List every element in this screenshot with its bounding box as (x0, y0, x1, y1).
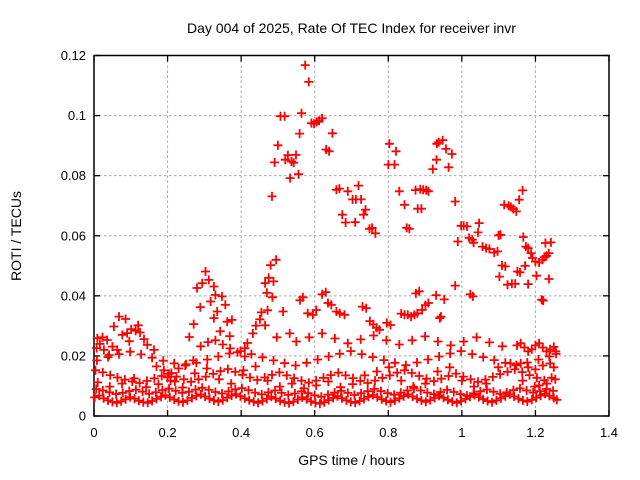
x-tick-label: 0.4 (232, 425, 250, 440)
y-tick-label: 0.12 (61, 48, 86, 63)
y-tick-label: 0.1 (68, 108, 86, 123)
data-points (90, 60, 562, 409)
x-tick-label: 0.6 (306, 425, 324, 440)
y-tick-label: 0.04 (61, 288, 86, 303)
x-tick-label: 1 (458, 425, 465, 440)
x-tick-label: 0 (90, 425, 97, 440)
chart-title: Day 004 of 2025, Rate Of TEC Index for r… (187, 20, 516, 36)
y-tick-label: 0 (79, 409, 86, 424)
x-tick-label: 0.2 (159, 425, 177, 440)
x-tick-label: 1.4 (600, 425, 618, 440)
x-axis-label: GPS time / hours (298, 452, 405, 468)
y-tick-label: 0.02 (61, 348, 86, 363)
y-tick-label: 0.06 (61, 228, 86, 243)
y-tick-label: 0.08 (61, 168, 86, 183)
x-tick-label: 1.2 (526, 425, 544, 440)
x-tick-label: 0.8 (379, 425, 397, 440)
